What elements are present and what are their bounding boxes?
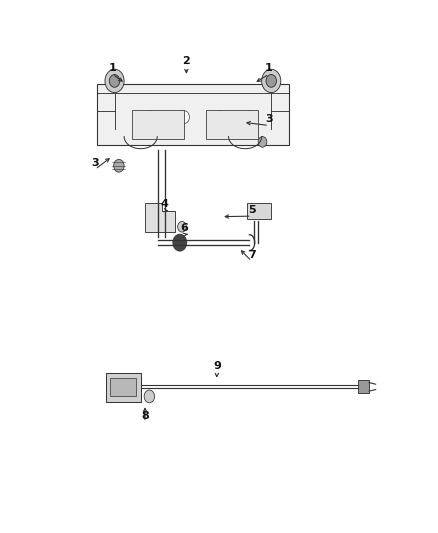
FancyBboxPatch shape xyxy=(206,110,258,139)
Circle shape xyxy=(105,69,124,93)
FancyBboxPatch shape xyxy=(110,378,136,397)
Circle shape xyxy=(144,390,155,403)
Circle shape xyxy=(110,75,120,87)
Text: 1: 1 xyxy=(109,63,116,72)
Circle shape xyxy=(244,111,254,124)
Polygon shape xyxy=(358,381,369,393)
Circle shape xyxy=(266,75,276,87)
Text: 5: 5 xyxy=(248,205,255,215)
Polygon shape xyxy=(106,373,141,402)
FancyBboxPatch shape xyxy=(97,84,289,144)
Text: 6: 6 xyxy=(180,223,188,233)
Circle shape xyxy=(178,221,186,232)
Circle shape xyxy=(144,111,155,124)
Polygon shape xyxy=(247,203,271,219)
Circle shape xyxy=(261,69,281,93)
Circle shape xyxy=(173,234,187,251)
Text: 1: 1 xyxy=(265,63,273,72)
Text: 9: 9 xyxy=(213,361,221,371)
Circle shape xyxy=(114,159,124,172)
Circle shape xyxy=(214,111,224,124)
Polygon shape xyxy=(145,203,176,232)
Text: 8: 8 xyxy=(141,411,149,421)
Text: 7: 7 xyxy=(248,250,255,260)
Circle shape xyxy=(258,136,267,147)
FancyBboxPatch shape xyxy=(132,110,184,139)
Text: 2: 2 xyxy=(183,56,190,66)
Text: 3: 3 xyxy=(265,114,273,124)
Circle shape xyxy=(179,111,189,124)
Text: 3: 3 xyxy=(91,158,99,168)
Text: 4: 4 xyxy=(161,199,169,209)
